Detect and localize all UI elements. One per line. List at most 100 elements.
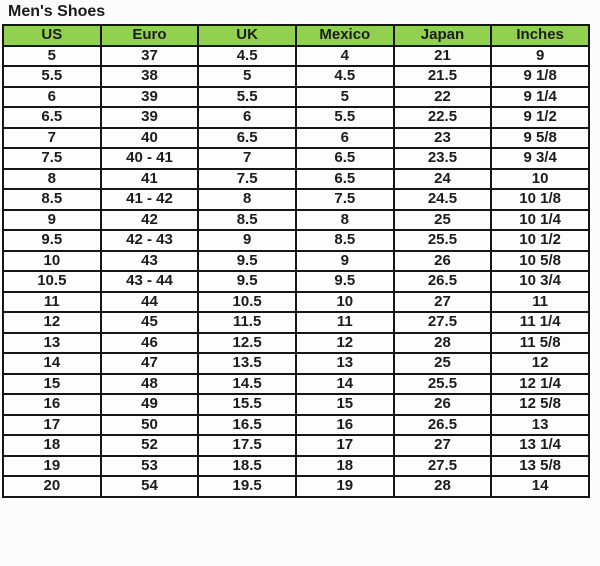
header-row: US Euro UK Mexico Japan Inches bbox=[2, 24, 590, 47]
table-row: 6 39 5.5 5 22 9 1/4 bbox=[2, 85, 590, 108]
cell: 20 bbox=[2, 475, 102, 498]
cell: 24 bbox=[392, 167, 493, 190]
cell: 39 bbox=[99, 106, 200, 129]
cell: 7 bbox=[197, 147, 297, 170]
cell: 12 bbox=[294, 331, 395, 354]
cell: 9 5/8 bbox=[490, 126, 590, 149]
table-row: 16 49 15.5 15 26 12 5/8 bbox=[2, 393, 590, 416]
cell: 41 - 42 bbox=[99, 188, 200, 211]
cell: 18 bbox=[294, 454, 395, 477]
cell: 27 bbox=[392, 290, 493, 313]
table-row: 17 50 16.5 16 26.5 13 bbox=[2, 413, 590, 436]
column-header-inches: Inches bbox=[490, 24, 590, 47]
cell: 4.5 bbox=[294, 65, 395, 88]
cell: 8 bbox=[2, 167, 102, 190]
cell: 18.5 bbox=[197, 454, 297, 477]
cell: 13 bbox=[2, 331, 102, 354]
table-header: US Euro UK Mexico Japan Inches bbox=[2, 24, 590, 47]
cell: 9 3/4 bbox=[490, 147, 590, 170]
cell: 28 bbox=[392, 475, 493, 498]
column-header-mexico: Mexico bbox=[294, 24, 395, 47]
table-body: 5 37 4.5 4 21 9 5.5 38 5 4.5 21.5 9 1/8 6 39 5.5 5 22 9 1… bbox=[2, 44, 590, 498]
cell: 15 bbox=[2, 372, 102, 395]
cell: 8.5 bbox=[2, 188, 102, 211]
cell: 11.5 bbox=[197, 311, 297, 334]
cell: 9.5 bbox=[197, 270, 297, 293]
cell: 47 bbox=[99, 352, 200, 375]
cell: 22.5 bbox=[392, 106, 493, 129]
cell: 5 bbox=[2, 44, 102, 67]
table-row: 12 45 11.5 11 27.5 11 1/4 bbox=[2, 311, 590, 334]
cell: 21.5 bbox=[392, 65, 493, 88]
mens-shoe-size-conversion-table: US Euro UK Mexico Japan Inches 5 3 7 4.5 4 2 1 9 5.5 3… bbox=[2, 24, 590, 498]
table-row: 10 43 9.5 9 26 10 5/8 bbox=[2, 249, 590, 272]
cell: 44 bbox=[99, 290, 200, 313]
table-row: 19 53 18.5 18 27.5 13 5/8 bbox=[2, 454, 590, 477]
cell: 9.5 bbox=[294, 270, 395, 293]
cell: 11 5/8 bbox=[490, 331, 590, 354]
cell: 27.5 bbox=[392, 454, 493, 477]
cell: 14 bbox=[2, 352, 102, 375]
table-row: 13 46 12.5 12 28 11 5/8 bbox=[2, 331, 590, 354]
cell: 5 bbox=[294, 85, 395, 108]
cell: 25 bbox=[392, 352, 493, 375]
table-row: 15 48 14.5 14 25.5 12 1/4 bbox=[2, 372, 590, 395]
cell: 9.5 bbox=[197, 249, 297, 272]
cell: 41 bbox=[99, 167, 200, 190]
cell: 53 bbox=[99, 454, 200, 477]
cell: 17 bbox=[2, 413, 102, 436]
cell: 9 bbox=[197, 229, 297, 252]
cell: 13 bbox=[490, 413, 590, 436]
table-row: 8.5 41 - 42 8 7.5 24.5 10 1/8 bbox=[2, 188, 590, 211]
cell: 17.5 bbox=[197, 434, 297, 457]
cell: 9 1/2 bbox=[490, 106, 590, 129]
cell: 25.5 bbox=[392, 229, 493, 252]
cell: 10 bbox=[490, 167, 590, 190]
cell: 10 bbox=[294, 290, 395, 313]
cell: 6 bbox=[294, 126, 395, 149]
column-header-euro: Euro bbox=[99, 24, 200, 47]
table-row: 14 47 13.5 13 25 12 bbox=[2, 352, 590, 375]
table-row: 7 40 6.5 6 23 9 5/8 bbox=[2, 126, 590, 149]
cell: 23.5 bbox=[392, 147, 493, 170]
cell: 12 bbox=[490, 352, 590, 375]
cell: 12 5/8 bbox=[490, 393, 590, 416]
cell: 7 bbox=[2, 126, 102, 149]
cell: 46 bbox=[99, 331, 200, 354]
cell: 11 1/4 bbox=[490, 311, 590, 334]
cell: 26 bbox=[392, 393, 493, 416]
cell: 6.5 bbox=[197, 126, 297, 149]
table-row: 9.5 42 - 43 9 8.5 25.5 10 1/2 bbox=[2, 229, 590, 252]
table-row: 11 44 10.5 10 27 11 bbox=[2, 290, 590, 313]
table-row: 9 42 8.5 8 25 10 1/4 bbox=[2, 208, 590, 231]
cell: 10 5/8 bbox=[490, 249, 590, 272]
cell: 10 1/8 bbox=[490, 188, 590, 211]
cell: 8.5 bbox=[294, 229, 395, 252]
cell: 42 bbox=[99, 208, 200, 231]
cell: 18 bbox=[2, 434, 102, 457]
cell: 14.5 bbox=[197, 372, 297, 395]
cell: 6.5 bbox=[294, 147, 395, 170]
table-row: 10.5 43 - 44 9.5 9.5 26.5 10 3/4 bbox=[2, 270, 590, 293]
cell: 7.5 bbox=[197, 167, 297, 190]
cell: 27 bbox=[392, 434, 493, 457]
cell: 5 bbox=[197, 65, 297, 88]
cell: 6 bbox=[2, 85, 102, 108]
cell: 5.5 bbox=[294, 106, 395, 129]
cell: 13 1/4 bbox=[490, 434, 590, 457]
column-header-japan: Japan bbox=[392, 24, 493, 47]
cell: 50 bbox=[99, 413, 200, 436]
cell: 12 1/4 bbox=[490, 372, 590, 395]
cell: 10 3/4 bbox=[490, 270, 590, 293]
cell: 7.5 bbox=[294, 188, 395, 211]
table-row: 7.5 40 - 41 7 6.5 23.5 9 3/4 bbox=[2, 147, 590, 170]
cell: 48 bbox=[99, 372, 200, 395]
cell: 19 bbox=[294, 475, 395, 498]
cell: 5.5 bbox=[2, 65, 102, 88]
cell: 49 bbox=[99, 393, 200, 416]
cell: 6.5 bbox=[2, 106, 102, 129]
cell: 9.5 bbox=[2, 229, 102, 252]
cell: 15 bbox=[294, 393, 395, 416]
cell: 42 - 43 bbox=[99, 229, 200, 252]
cell: 14 bbox=[294, 372, 395, 395]
